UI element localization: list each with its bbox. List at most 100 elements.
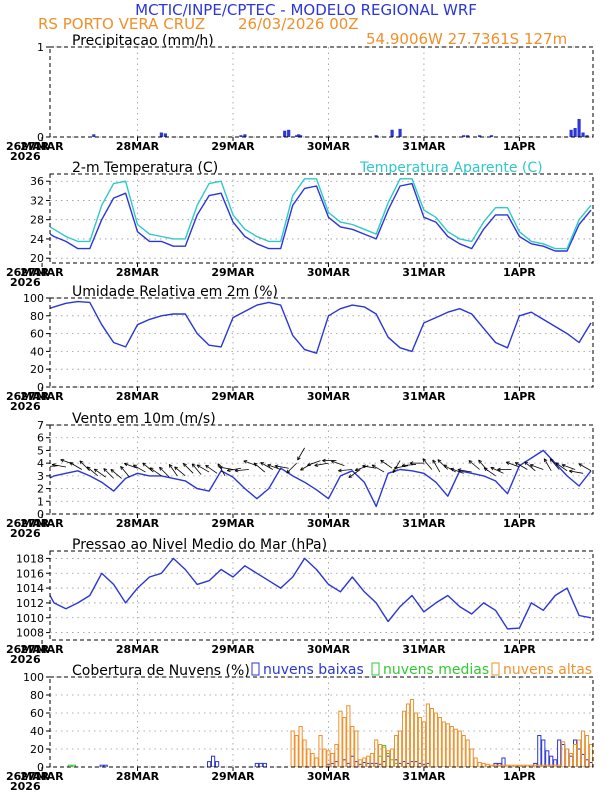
wind-arrow: [432, 459, 441, 473]
x-tick-label: 28MAR: [116, 140, 160, 153]
y-tick-label: 5: [37, 444, 44, 457]
bar-nuvens-altas: [382, 746, 387, 767]
wind-arrow-head: [174, 466, 177, 471]
bar-nuvens-altas: [350, 726, 355, 767]
wind-arrow-head: [120, 466, 124, 469]
wind-arrow: [13, 461, 26, 466]
wind-arrow: [159, 466, 170, 478]
wind-arrow-head: [490, 467, 494, 471]
y-tick-label: 100: [23, 671, 44, 684]
wind-arrow-head: [354, 467, 358, 471]
bar-nuvens-baixas: [541, 739, 546, 767]
wind-arrow-head: [468, 460, 471, 464]
header-location: RS PORTO VERA CRUZ: [38, 15, 205, 33]
wind-arrow-head: [409, 462, 414, 466]
x-tick-year: 2026: [10, 653, 41, 666]
bar-nuvens-altas: [517, 764, 522, 767]
wind-arrow: [69, 462, 83, 470]
wind-arrow: [149, 467, 162, 477]
x-tick-year: 2026: [10, 527, 41, 540]
wind-arrow-head: [182, 463, 185, 467]
legend-label: nuvens medias: [383, 662, 489, 678]
x-tick-label: 1APR: [503, 390, 536, 403]
wind-arrow-head: [86, 466, 89, 471]
wind-arrow-head: [124, 463, 128, 467]
wind-arrow: [9, 463, 18, 474]
wind-arrow-head: [44, 467, 47, 468]
x-tick-label: 1APR: [503, 643, 536, 656]
wind-arrow-head: [110, 469, 115, 471]
bar-precip: [295, 135, 299, 137]
line-Temperatura: [50, 182, 592, 252]
x-tick-label: 26MAR: [6, 266, 50, 279]
bar-nuvens-altas: [569, 753, 574, 767]
y-tick-label: 1014: [16, 582, 44, 595]
bar-nuvens-altas: [421, 721, 427, 767]
wind-arrow-head: [422, 458, 425, 463]
wind-arrow-head: [149, 467, 152, 472]
bar-nuvens-altas: [437, 717, 442, 767]
line-Umidade-Relativa: [50, 300, 592, 354]
wind-arrow-head: [103, 468, 106, 472]
wind-arrow-head: [484, 467, 488, 469]
header-title: MCTIC/INPE/CPTEC - MODELO REGIONAL WRF: [135, 1, 477, 19]
wind-arrow-head: [60, 459, 64, 463]
bar-nuvens-altas: [565, 748, 570, 767]
wind-arrow-head: [9, 463, 12, 464]
x-tick-label: 1APR: [503, 266, 536, 279]
wind-arrow: [468, 460, 480, 470]
bar-nuvens-baixas: [557, 739, 562, 767]
wind-arrow-head: [555, 462, 558, 466]
wind-arrow-head: [457, 469, 461, 472]
wind-arrow-head: [529, 464, 533, 468]
wind-arrow: [205, 464, 218, 474]
legend-label: nuvens baixas: [263, 662, 364, 678]
wind-arrow-head: [149, 467, 154, 469]
x-tick-label: 26MAR: [6, 140, 50, 153]
wind-arrow: [168, 464, 178, 477]
wind-arrow-head: [110, 469, 113, 473]
y-tick-label: 80: [30, 689, 44, 702]
wind-arrow: [543, 458, 552, 471]
x-tick-label: 29MAR: [211, 643, 255, 656]
wind-arrow-head: [86, 466, 91, 469]
bar-precip: [478, 135, 482, 137]
wind-arrow-head: [286, 469, 289, 474]
x-tick-label: 30MAR: [307, 643, 351, 656]
wind-arrow: [524, 461, 536, 472]
wind-arrow-head: [555, 462, 560, 464]
panel-title: 2-m Temperatura (C): [72, 160, 218, 176]
y-tick-label: 40: [30, 725, 44, 738]
panel-frame: [49, 676, 594, 768]
x-tick-year: 2026: [10, 780, 41, 792]
x-tick-label: 1APR: [503, 140, 536, 153]
bar-nuvens-baixas: [211, 755, 216, 767]
bar-nuvens-altas: [346, 705, 351, 767]
x-tick-label: 28MAR: [116, 390, 160, 403]
bar-nuvens-altas: [457, 730, 462, 767]
bar-nuvens-altas: [409, 699, 415, 767]
bar-nuvens-altas: [477, 762, 482, 767]
x-tick-label: 31MAR: [402, 266, 446, 279]
bar-nuvens-altas: [473, 757, 478, 767]
bar-nuvens-altas: [330, 753, 335, 767]
bar-nuvens-altas: [588, 744, 593, 767]
wind-arrow: [529, 464, 544, 470]
x-tick-label: 29MAR: [211, 390, 255, 403]
x-tick-label: 29MAR: [211, 140, 255, 153]
wind-arrow-head: [93, 468, 97, 473]
x-tick-label: 27MAR: [20, 770, 64, 783]
y-tick-label: 60: [30, 707, 44, 720]
x-tick-label: 29MAR: [211, 770, 255, 783]
wind-arrow: [422, 458, 433, 470]
panel-frame: [49, 173, 594, 264]
panel-title: Precipitacao (mm/h): [72, 33, 214, 49]
bar-nuvens-baixas: [207, 761, 212, 767]
bar-nuvens-altas: [401, 710, 407, 767]
wind-arrow-head: [314, 465, 319, 467]
wind-arrow: [483, 467, 496, 477]
